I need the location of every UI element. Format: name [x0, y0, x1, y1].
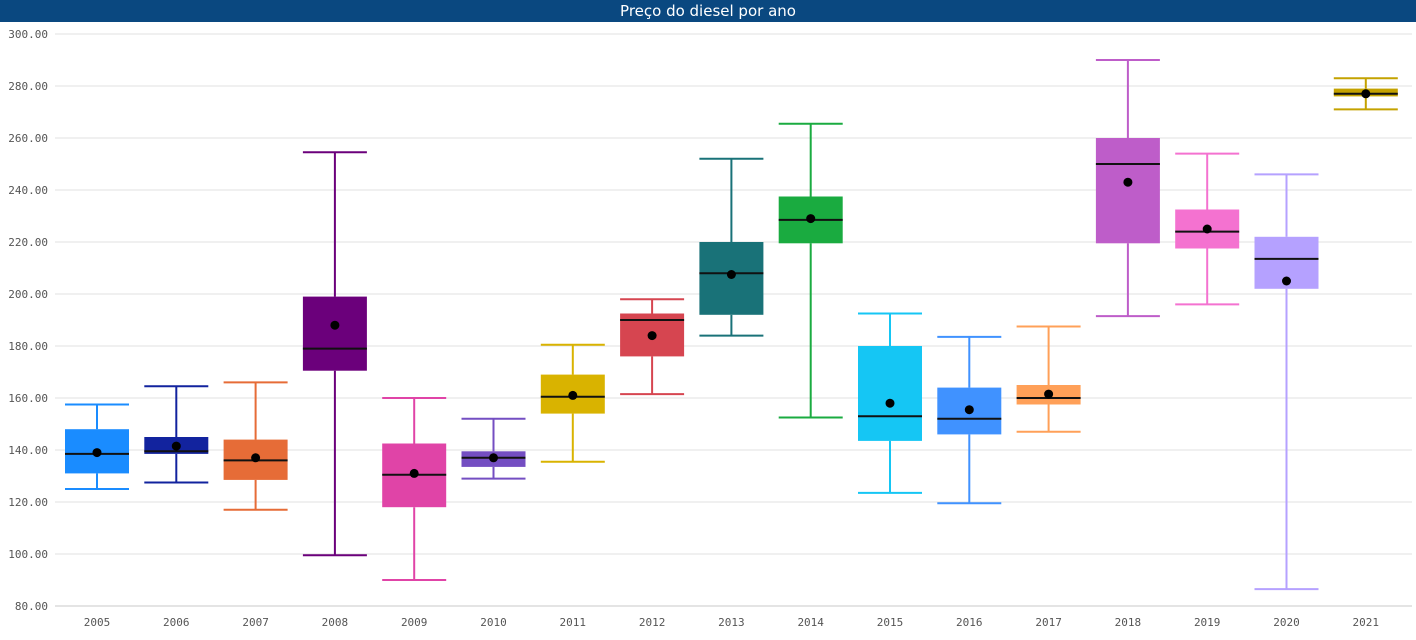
- x-tick-label: 2015: [877, 616, 904, 629]
- mean-marker: [964, 405, 974, 415]
- x-tick-label: 2013: [718, 616, 745, 629]
- x-tick-label: 2017: [1035, 616, 1062, 629]
- mean-marker: [409, 468, 419, 478]
- mean-marker: [1044, 389, 1054, 399]
- mean-marker: [171, 441, 181, 451]
- mean-marker: [1282, 276, 1291, 286]
- x-tick-label: 2011: [560, 616, 587, 629]
- x-tick-label: 2020: [1273, 616, 1300, 629]
- x-tick-label: 2010: [480, 616, 507, 629]
- y-tick-label: 140.00: [8, 444, 48, 457]
- x-tick-label: 2021: [1353, 616, 1380, 629]
- x-tick-label: 2014: [797, 616, 824, 629]
- y-tick-label: 80.00: [15, 600, 48, 613]
- x-tick-label: 2006: [163, 616, 190, 629]
- mean-marker: [92, 448, 102, 458]
- mean-marker: [1361, 89, 1371, 99]
- mean-marker: [726, 270, 736, 279]
- mean-marker: [806, 214, 816, 224]
- x-tick-label: 2009: [401, 616, 428, 629]
- x-tick-label: 2012: [639, 616, 666, 629]
- mean-marker: [251, 453, 261, 463]
- y-tick-label: 240.00: [8, 184, 48, 197]
- y-tick-label: 300.00: [8, 28, 48, 41]
- y-tick-label: 280.00: [8, 80, 48, 93]
- y-tick-label: 220.00: [8, 236, 48, 249]
- y-tick-label: 160.00: [8, 392, 48, 405]
- y-tick-label: 200.00: [8, 288, 48, 301]
- mean-marker: [1202, 224, 1212, 234]
- y-tick-label: 100.00: [8, 548, 48, 561]
- mean-marker: [568, 390, 578, 400]
- x-tick-label: 2016: [956, 616, 983, 629]
- mean-marker: [330, 320, 340, 330]
- x-tick-label: 2007: [242, 616, 269, 629]
- x-tick-label: 2018: [1115, 616, 1142, 629]
- mean-marker: [647, 331, 657, 341]
- x-tick-label: 2008: [322, 616, 349, 629]
- iqr-box: [302, 296, 367, 371]
- iqr-box: [1095, 138, 1160, 244]
- mean-marker: [885, 398, 895, 408]
- mean-marker: [489, 453, 498, 463]
- chart-title: Preço do diesel por ano: [0, 0, 1416, 22]
- y-tick-label: 120.00: [8, 496, 48, 509]
- y-tick-label: 180.00: [8, 340, 48, 353]
- y-tick-label: 260.00: [8, 132, 48, 145]
- mean-marker: [1123, 177, 1133, 187]
- iqr-box: [858, 346, 922, 441]
- x-tick-label: 2005: [84, 616, 111, 629]
- x-tick-label: 2019: [1194, 616, 1221, 629]
